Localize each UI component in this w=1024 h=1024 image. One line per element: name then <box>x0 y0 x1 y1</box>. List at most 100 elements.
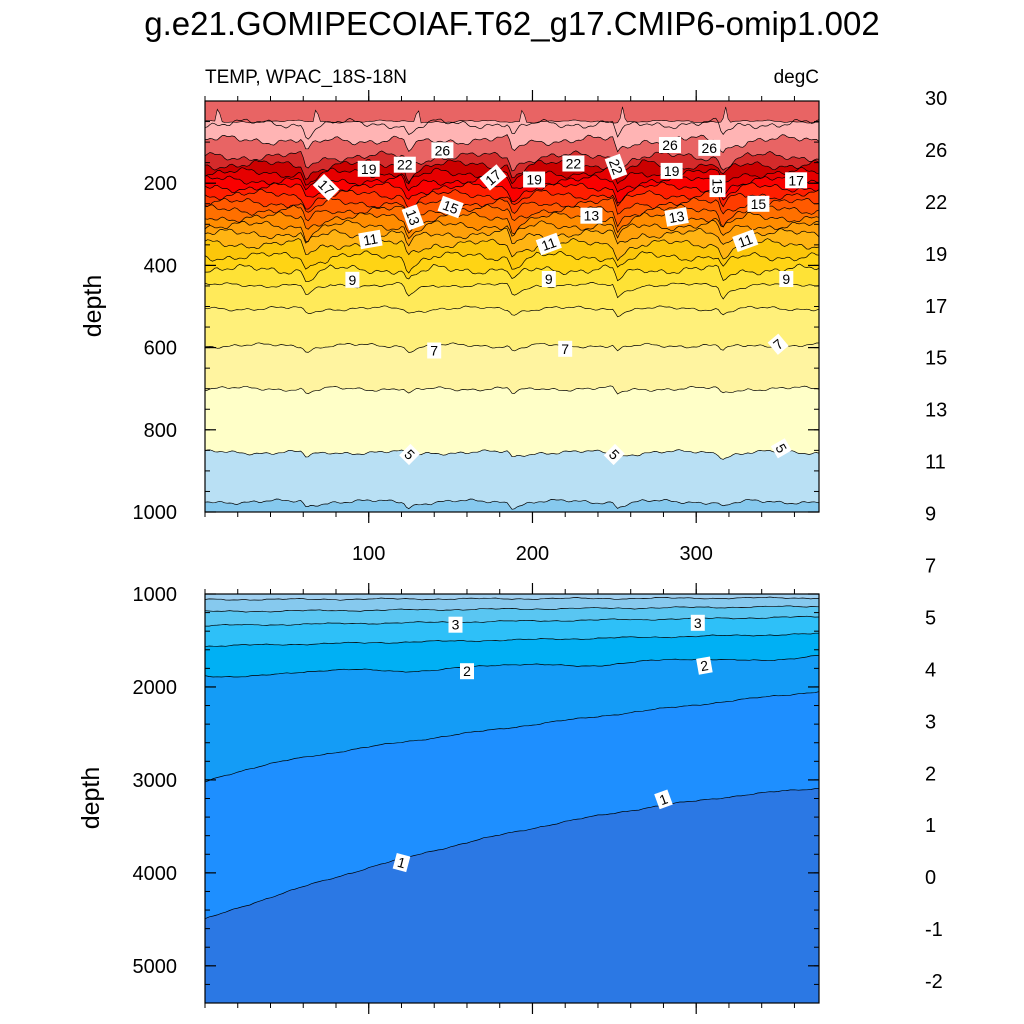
contour-label-text: 15 <box>751 196 767 212</box>
contour-label: 17 <box>785 172 808 189</box>
contour-label-box <box>603 443 625 466</box>
upper-contour-line-11 <box>205 250 819 274</box>
upper-band-surface <box>205 101 819 124</box>
contour-label-box <box>541 271 556 287</box>
contour-label-text: 19 <box>664 163 680 179</box>
colorbar-tick-label: 9 <box>925 504 936 526</box>
contour-label: 11 <box>535 232 562 256</box>
upper-band-15 <box>205 211 819 242</box>
upper-contour-line-22 <box>205 166 819 186</box>
upper-contour-line-14 <box>205 219 819 242</box>
colorbar-tick-label: 2 <box>925 763 936 785</box>
upper-contour-line-6 <box>205 385 819 395</box>
contour-label-text: 26 <box>702 140 718 156</box>
contour-label-box <box>604 153 628 180</box>
contour-label: 26 <box>698 139 721 156</box>
colorbar-tick-label: 30 <box>925 88 947 110</box>
upper-x-axis: 100 200 300 <box>204 90 795 565</box>
y-tick-label: 1000 <box>133 502 178 524</box>
upper-contour-fills <box>205 101 819 512</box>
contour-label: 9 <box>541 271 556 287</box>
contour-label: 7 <box>427 342 442 359</box>
contour-label-text: 13 <box>584 208 600 224</box>
contour-label: 26 <box>659 137 681 153</box>
contour-label-box <box>562 155 585 172</box>
contour-label-box <box>660 162 683 179</box>
lower-y-axis-label: depth <box>77 767 105 830</box>
contour-label: 13 <box>580 207 603 224</box>
contour-label-text: 13 <box>403 207 423 227</box>
contour-label-box <box>659 137 681 153</box>
contour-label-box <box>448 616 463 633</box>
contour-label-text: 22 <box>606 157 626 177</box>
upper-contour-line-9 <box>205 282 819 300</box>
contour-label: 22 <box>562 155 585 172</box>
contour-label-box <box>654 789 673 810</box>
contour-label: 11 <box>732 229 759 252</box>
contour-label-text: 9 <box>782 271 790 287</box>
contour-label-box <box>535 232 562 256</box>
colorbar-tick-label: 5 <box>925 607 936 629</box>
contour-label-text: 7 <box>561 341 569 357</box>
colorbar-tick-label: 19 <box>925 244 947 266</box>
units-label: degC <box>774 67 819 88</box>
upper-panel: 26 22 19 17 15 13 11 9 7 5 17 19 22 22 13 11 9 7 5 26 26 19 15… <box>79 90 820 565</box>
contour-label-box <box>479 164 507 191</box>
contour-label-text: 9 <box>545 271 553 287</box>
contour-label: 22 <box>604 153 628 180</box>
contour-label: 1 <box>392 853 411 873</box>
contour-label-box <box>460 663 474 680</box>
upper-y-axis-label: depth <box>79 275 107 338</box>
contour-label-text: 11 <box>362 230 379 248</box>
contour-label-box <box>770 438 792 459</box>
upper-band-6 <box>205 385 819 460</box>
lower-contour-line-1.5 <box>205 691 819 783</box>
upper-band-13 <box>205 228 819 261</box>
contour-label-box <box>747 195 770 212</box>
y-tick-label: 2000 <box>133 677 178 699</box>
contour-label-text: 22 <box>397 157 413 173</box>
upper-contour-line-12 <box>205 238 819 262</box>
y-tick-label: 3000 <box>133 770 178 792</box>
lower-contour-lines <box>205 596 819 920</box>
upper-y-axis: 200 400 600 800 1000 <box>133 100 819 524</box>
lower-contour-line-3.5 <box>205 605 819 613</box>
lower-contour-line-2.5 <box>205 632 819 648</box>
colorbar: -2 -1 0 1 2 3 4 5 7 9 11 13 15 17 19 22 26 30 <box>925 88 947 993</box>
contour-label-text: 9 <box>349 272 357 288</box>
upper-band-9 <box>205 282 819 317</box>
upper-band-18 <box>205 189 819 215</box>
contour-label-box <box>580 207 603 224</box>
contour-label: 9 <box>779 271 794 287</box>
upper-band-19 <box>205 181 819 210</box>
lower-contour-fills <box>205 594 819 1003</box>
upper-band-11 <box>205 250 819 282</box>
colorbar-tick-label: 15 <box>925 348 947 370</box>
contour-label-box <box>392 853 411 873</box>
upper-contour-line-17 <box>205 197 819 215</box>
upper-band-12 <box>205 238 819 273</box>
upper-contour-line-13 <box>205 227 819 247</box>
contour-label: 15 <box>747 195 770 212</box>
variable-label: TEMP, WPAC_18S-18N <box>205 67 407 88</box>
contour-label: 2 <box>696 656 713 675</box>
colorbar-tick-label: 7 <box>925 556 936 578</box>
y-tick-label: 800 <box>144 420 177 442</box>
contour-label: 19 <box>357 160 380 177</box>
colorbar-tick-label: -2 <box>925 971 943 993</box>
contour-label-text: 17 <box>788 172 804 188</box>
upper-contour-line-5 <box>205 449 819 460</box>
lower-contour-line-1 <box>205 788 819 920</box>
contour-label: 1 <box>654 789 673 810</box>
upper-contour-line-24 <box>205 159 819 184</box>
contour-label: 5 <box>603 443 625 466</box>
y-tick-label: 600 <box>144 338 177 360</box>
upper-contour-line-16 <box>205 203 819 228</box>
upper-contour-line-15 <box>205 211 819 235</box>
contour-label-text: 15 <box>710 178 726 194</box>
lower-contour-line-4 <box>205 596 819 601</box>
contour-label-text: 19 <box>526 172 542 188</box>
contour-label-box <box>431 142 454 159</box>
contour-label: 5 <box>399 443 421 466</box>
contour-label: 26 <box>431 142 454 159</box>
